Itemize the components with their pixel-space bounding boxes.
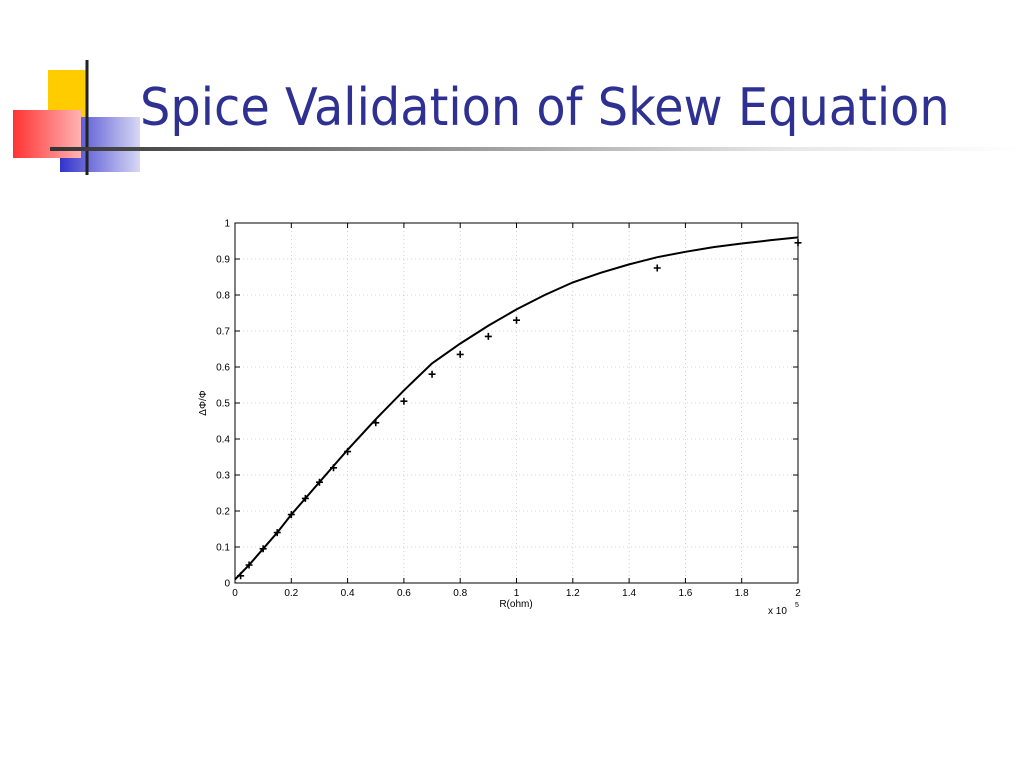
y-tick-label: 0.8 (216, 291, 230, 302)
y-tick-label: 0.2 (216, 507, 230, 518)
data-point (259, 545, 267, 553)
data-point (428, 370, 436, 378)
data-point (372, 419, 380, 427)
y-tick-label: 0.7 (216, 327, 230, 338)
slide-title: Spice Validation of Skew Equation (140, 78, 950, 138)
data-point (344, 448, 352, 456)
y-axis-label: ΔΦ/Φ (198, 390, 209, 415)
x-tick-label: 0.2 (284, 588, 298, 599)
x-tick-label: 0.8 (453, 588, 467, 599)
y-tick-label: 1 (224, 219, 230, 230)
data-point (794, 239, 802, 247)
x-tick-label: 0.4 (341, 588, 355, 599)
x-axis: 0 0.2 0.4 0.6 0.8 1 1.2 1.4 1.6 1.8 2 (232, 223, 801, 599)
x-tick-label: 1 (514, 588, 520, 599)
data-point (456, 350, 464, 358)
data-point (484, 332, 492, 340)
title-rule (50, 147, 1024, 151)
data-point (315, 478, 323, 486)
y-axis: 0 0.1 0.2 0.3 0.4 0.5 0.6 0.7 0.8 0.9 1 (216, 219, 798, 590)
y-tick-label: 0.4 (216, 435, 230, 446)
y-tick-label: 0.5 (216, 399, 230, 410)
data-point (287, 511, 295, 519)
data-point (653, 264, 661, 272)
data-point (400, 397, 408, 405)
data-point (273, 529, 281, 537)
data-point (245, 561, 253, 569)
data-point (513, 316, 520, 324)
x-tick-label: 2 (795, 588, 801, 599)
x-axis-label: R(ohm) (499, 599, 532, 610)
x-tick-label: 1.8 (735, 588, 749, 599)
data-point (301, 494, 309, 502)
data-point (330, 464, 338, 472)
x-multiplier: x 10 (768, 606, 787, 617)
x-multiplier-exponent: 5 (795, 602, 799, 609)
x-tick-label: 0 (232, 588, 238, 599)
y-tick-label: 0.1 (216, 543, 230, 554)
y-tick-label: 0.6 (216, 363, 230, 374)
y-tick-label: 0.9 (216, 255, 230, 266)
x-tick-label: 1.2 (566, 588, 580, 599)
x-tick-label: 1.6 (678, 588, 692, 599)
x-tick-label: 0.6 (397, 588, 411, 599)
x-tick-label: 1.4 (622, 588, 636, 599)
grid (235, 223, 798, 583)
y-tick-label: 0 (224, 579, 230, 590)
y-tick-label: 0.3 (216, 471, 230, 482)
series-markers (237, 239, 802, 580)
series-curve (234, 236, 799, 581)
data-point (237, 572, 245, 580)
